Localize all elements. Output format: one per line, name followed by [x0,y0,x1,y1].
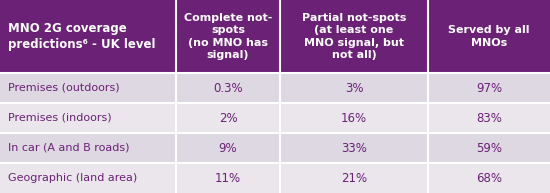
Text: 9%: 9% [219,141,237,155]
Text: Geographic (land area): Geographic (land area) [8,173,138,183]
Bar [280,0,428,73]
Bar [0,163,550,193]
Text: 59%: 59% [476,141,502,155]
Text: 16%: 16% [341,112,367,124]
Text: 3%: 3% [345,81,363,95]
Bar [428,0,550,73]
Text: Premises (outdoors): Premises (outdoors) [8,83,120,93]
Bar [176,0,280,73]
Bar [0,0,176,73]
Bar [0,73,550,103]
Text: In car (A and B roads): In car (A and B roads) [8,143,129,153]
Text: MNO 2G coverage
predictions⁶ - UK level: MNO 2G coverage predictions⁶ - UK level [8,22,156,51]
Bar [0,133,550,163]
Text: Partial not-spots
(at least one
MNO signal, but
not all): Partial not-spots (at least one MNO sign… [302,13,406,60]
Text: 11%: 11% [215,172,241,185]
Text: Served by all
MNOs: Served by all MNOs [448,25,530,48]
Text: Premises (indoors): Premises (indoors) [8,113,112,123]
Bar [0,103,550,133]
Text: 21%: 21% [341,172,367,185]
Text: 97%: 97% [476,81,502,95]
Text: 83%: 83% [476,112,502,124]
Text: 0.3%: 0.3% [213,81,243,95]
Text: Complete not-
spots
(no MNO has
signal): Complete not- spots (no MNO has signal) [184,13,272,60]
Text: 2%: 2% [219,112,237,124]
Text: 33%: 33% [341,141,367,155]
Text: 68%: 68% [476,172,502,185]
